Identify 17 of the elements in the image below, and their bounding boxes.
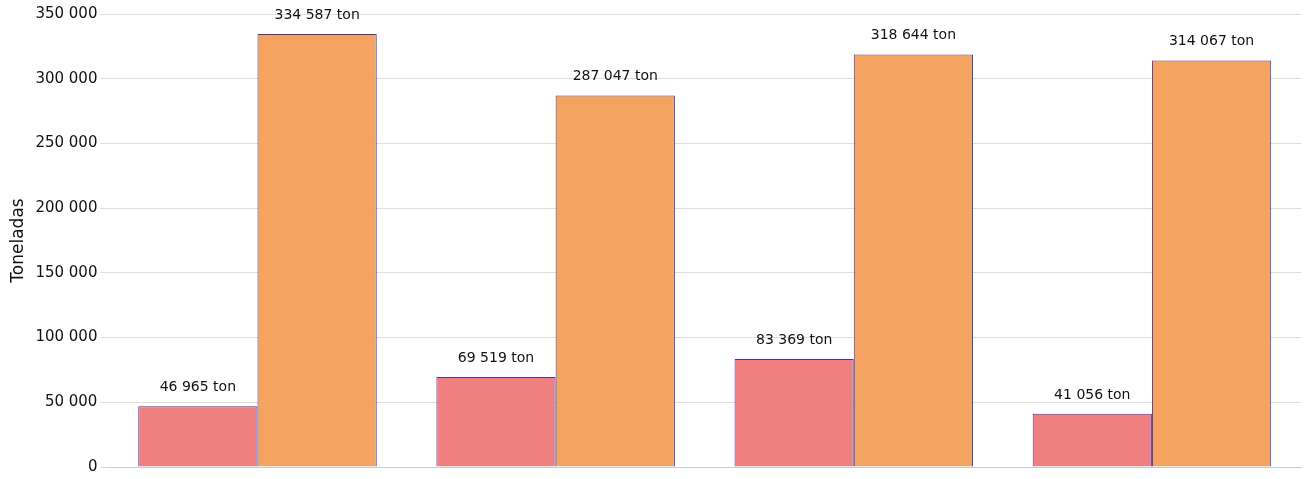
y-axis-title: Toneladas <box>6 198 27 284</box>
y-tick-label: 350 000 <box>35 3 98 22</box>
data-label: 314 067 ton <box>1168 32 1255 49</box>
data-label: 69 519 ton <box>457 348 535 365</box>
y-tick-label: 250 000 <box>35 133 98 152</box>
data-label: 334 587 ton <box>274 5 360 22</box>
data-label: 41 056 ton <box>1054 385 1131 402</box>
data-label: 287 047 ton <box>572 67 658 84</box>
y-tick-label: 100 000 <box>35 327 98 346</box>
data-label: 46 965 ton <box>159 377 237 394</box>
data-label: 83 369 ton <box>755 330 833 347</box>
y-tick-label: 300 000 <box>35 68 98 87</box>
y-tick-label: 150 000 <box>35 262 98 281</box>
y-tick-label: 50 000 <box>44 392 98 411</box>
data-label: 318 644 ton <box>870 26 957 43</box>
y-tick-label: 200 000 <box>35 198 98 217</box>
y-tick-label: 0 <box>87 456 98 475</box>
